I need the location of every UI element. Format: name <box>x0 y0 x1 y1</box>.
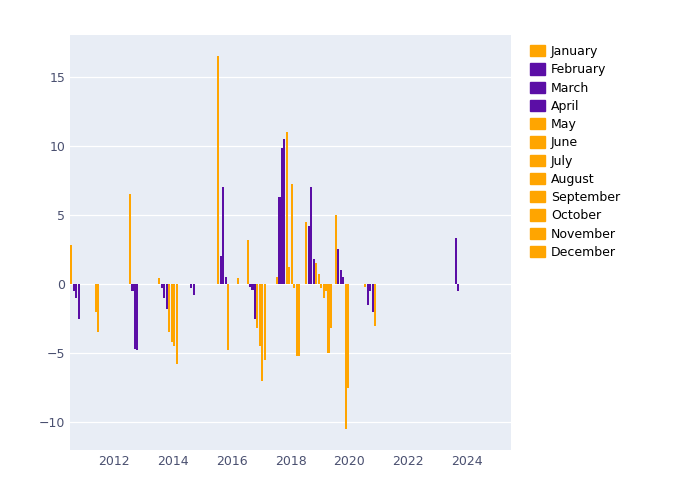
Bar <box>136 284 139 350</box>
Bar <box>259 284 261 346</box>
Bar <box>310 187 312 284</box>
Bar <box>217 56 219 284</box>
Bar <box>132 284 134 291</box>
Bar <box>279 197 281 284</box>
Bar <box>173 284 175 346</box>
Bar <box>246 240 248 284</box>
Bar <box>315 263 317 284</box>
Bar <box>330 284 332 329</box>
Bar <box>78 284 80 318</box>
Bar <box>129 194 131 284</box>
Bar <box>318 274 320 284</box>
Bar <box>344 284 346 429</box>
Bar <box>457 284 459 291</box>
Bar <box>166 284 168 309</box>
Bar <box>305 222 307 284</box>
Bar <box>276 277 278 284</box>
Bar <box>158 278 160 284</box>
Bar <box>254 284 256 318</box>
Bar <box>176 284 178 364</box>
Bar <box>290 184 293 284</box>
Bar <box>335 215 337 284</box>
Bar <box>323 284 325 298</box>
Bar <box>249 284 251 287</box>
Bar <box>374 284 376 326</box>
Bar <box>70 246 72 284</box>
Bar <box>227 284 229 350</box>
Bar <box>73 284 75 291</box>
Bar <box>193 284 195 295</box>
Bar <box>337 250 340 284</box>
Bar <box>286 132 288 284</box>
Bar <box>288 268 290 284</box>
Bar <box>455 238 457 284</box>
Bar <box>171 284 173 342</box>
Bar <box>298 284 300 356</box>
Bar <box>97 284 99 333</box>
Bar <box>372 284 374 312</box>
Bar <box>342 277 344 284</box>
Bar <box>364 284 366 287</box>
Bar <box>251 284 253 290</box>
Bar <box>264 284 266 360</box>
Bar <box>347 284 349 388</box>
Bar <box>225 277 227 284</box>
Bar <box>293 284 295 288</box>
Bar <box>284 138 286 284</box>
Bar <box>281 148 283 284</box>
Bar <box>94 284 97 312</box>
Bar <box>325 284 327 291</box>
Bar <box>340 270 342 284</box>
Bar <box>75 284 77 298</box>
Bar <box>168 284 170 333</box>
Bar <box>328 284 330 353</box>
Bar <box>163 284 165 298</box>
Bar <box>190 284 192 288</box>
Bar <box>313 259 315 284</box>
Bar <box>367 284 369 304</box>
Bar <box>220 256 222 284</box>
Bar <box>222 187 224 284</box>
Bar <box>261 284 263 381</box>
Bar <box>161 284 163 288</box>
Bar <box>134 284 136 349</box>
Legend: January, February, March, April, May, June, July, August, September, October, No: January, February, March, April, May, Ju… <box>526 42 624 262</box>
Bar <box>369 284 371 291</box>
Bar <box>308 226 310 284</box>
Bar <box>320 284 322 288</box>
Bar <box>256 284 258 329</box>
Bar <box>237 278 239 284</box>
Bar <box>295 284 298 356</box>
